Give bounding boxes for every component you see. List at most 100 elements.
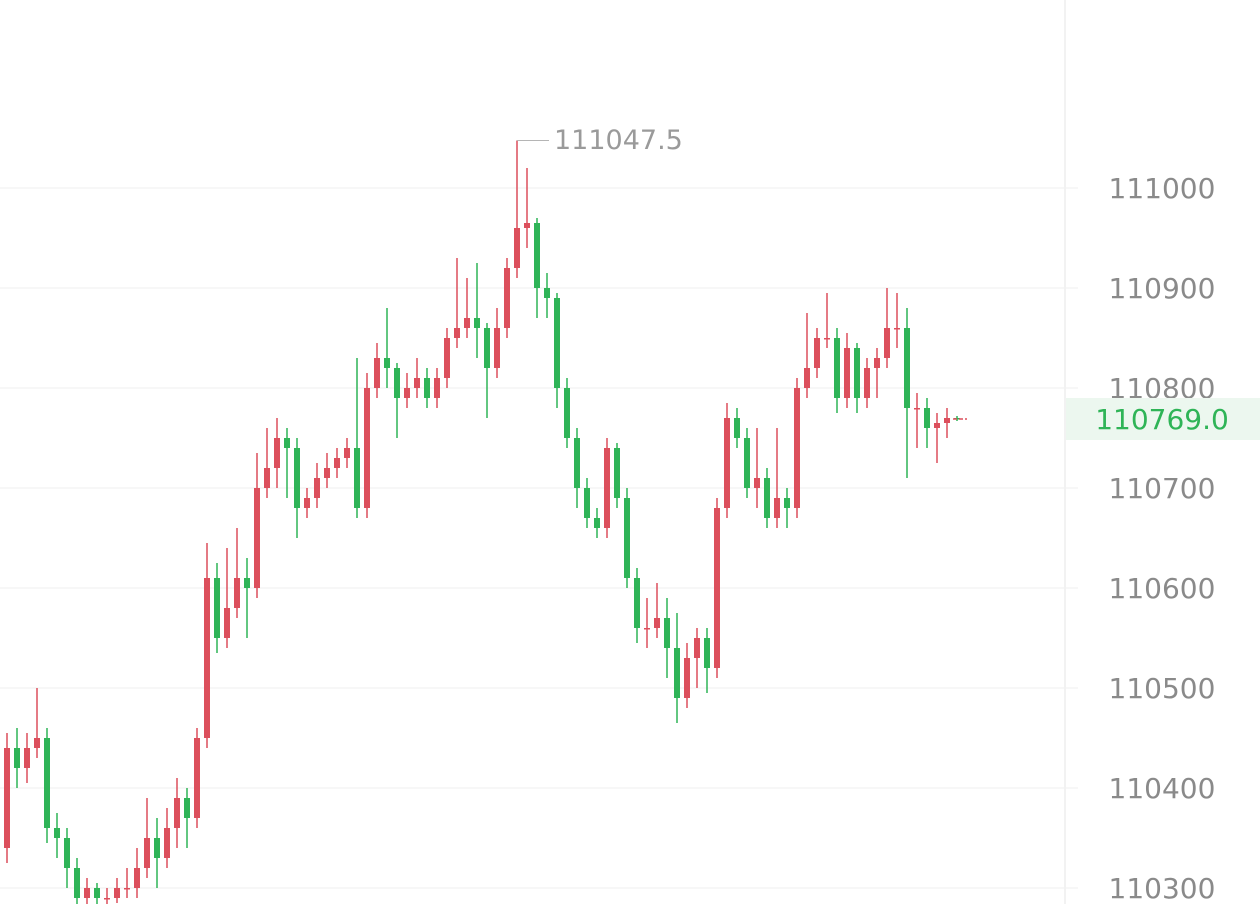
candle-body xyxy=(684,658,690,698)
y-tick-label: 110700 xyxy=(1109,472,1216,505)
candle-body xyxy=(744,438,750,488)
candle-body xyxy=(584,488,590,518)
candle-body xyxy=(594,518,600,528)
candle-body xyxy=(534,223,540,288)
y-tick-label: 111000 xyxy=(1109,172,1216,205)
candle-body xyxy=(674,648,680,698)
candle-body xyxy=(944,418,950,423)
candle-body xyxy=(854,348,860,398)
candle-body xyxy=(74,868,80,898)
candle-body xyxy=(94,888,100,898)
candle-body xyxy=(14,748,20,768)
candle-body xyxy=(394,368,400,398)
candle-body xyxy=(914,408,920,410)
candle-body xyxy=(654,618,660,628)
candle-body xyxy=(344,448,350,458)
candle-body xyxy=(644,628,650,630)
candle-body xyxy=(834,338,840,398)
y-tick-label: 110300 xyxy=(1109,872,1216,904)
candle-body xyxy=(794,388,800,508)
candle-body xyxy=(844,348,850,398)
candle-body xyxy=(774,498,780,518)
candle-body xyxy=(864,368,870,398)
candle-body xyxy=(784,498,790,508)
candle-body xyxy=(514,228,520,268)
candle-body xyxy=(874,358,880,368)
candle-body xyxy=(314,478,320,498)
candle-body xyxy=(204,578,210,738)
candle-body xyxy=(64,838,70,868)
candle-body xyxy=(364,388,370,508)
candle-body xyxy=(304,498,310,508)
y-tick-label: 110600 xyxy=(1109,572,1216,605)
candle-body xyxy=(454,328,460,338)
candle-body xyxy=(494,328,500,368)
candle-body xyxy=(254,488,260,588)
candle-body xyxy=(244,578,250,588)
candle-body xyxy=(544,288,550,298)
candle-body xyxy=(484,328,490,368)
candle-body xyxy=(904,328,910,408)
candle-body xyxy=(134,868,140,888)
candle-body xyxy=(84,888,90,898)
candle-body xyxy=(274,438,280,468)
candle-body xyxy=(24,748,30,768)
candle-body xyxy=(574,438,580,488)
candle-body xyxy=(474,318,480,328)
candle-body xyxy=(164,828,170,858)
candle-body xyxy=(144,838,150,868)
candle-body xyxy=(804,368,810,388)
candle-body xyxy=(934,423,940,428)
candle-body xyxy=(374,358,380,388)
candle-body xyxy=(34,738,40,748)
candle-body xyxy=(184,798,190,818)
y-tick-label: 110500 xyxy=(1109,672,1216,705)
candle-body xyxy=(754,478,760,488)
candle-body xyxy=(424,378,430,398)
candle-body xyxy=(894,328,900,330)
candle-body xyxy=(524,223,530,228)
candle-body xyxy=(434,378,440,398)
candle-body xyxy=(634,578,640,628)
candle-body xyxy=(694,638,700,658)
candle-body xyxy=(464,318,470,328)
candle-body xyxy=(444,338,450,378)
candle-body xyxy=(764,478,770,518)
candle-body xyxy=(564,388,570,438)
candle-body xyxy=(294,448,300,508)
candle-body xyxy=(214,578,220,638)
candle-body xyxy=(154,838,160,858)
candle-body xyxy=(124,888,130,890)
current-price-label: 110769.0 xyxy=(1095,403,1229,436)
candle-body xyxy=(324,468,330,478)
candle-body xyxy=(924,408,930,428)
candle-body xyxy=(174,798,180,828)
max-label: 111047.5 xyxy=(554,125,683,156)
candle-body xyxy=(234,578,240,608)
candle-body xyxy=(104,898,110,900)
candle-body xyxy=(334,458,340,468)
candle-body xyxy=(384,358,390,368)
candle-body xyxy=(734,418,740,438)
candle-body xyxy=(554,298,560,388)
candle-body xyxy=(604,448,610,528)
candle-body xyxy=(194,738,200,818)
candle-body xyxy=(264,468,270,488)
candle-body xyxy=(664,618,670,648)
candle-body xyxy=(714,508,720,668)
candle-body xyxy=(54,828,60,838)
candle-body xyxy=(114,888,120,898)
candle-body xyxy=(284,438,290,448)
current-price-bg xyxy=(1066,398,1260,440)
y-tick-label: 110400 xyxy=(1109,772,1216,805)
candle-body xyxy=(354,448,360,508)
candle-body xyxy=(824,338,830,340)
candle-body xyxy=(504,268,510,328)
candle-body xyxy=(44,738,50,828)
candle-body xyxy=(4,748,10,848)
candle-body xyxy=(624,498,630,578)
candle-body xyxy=(884,328,890,358)
candle-body xyxy=(614,448,620,498)
candle-body xyxy=(724,418,730,508)
